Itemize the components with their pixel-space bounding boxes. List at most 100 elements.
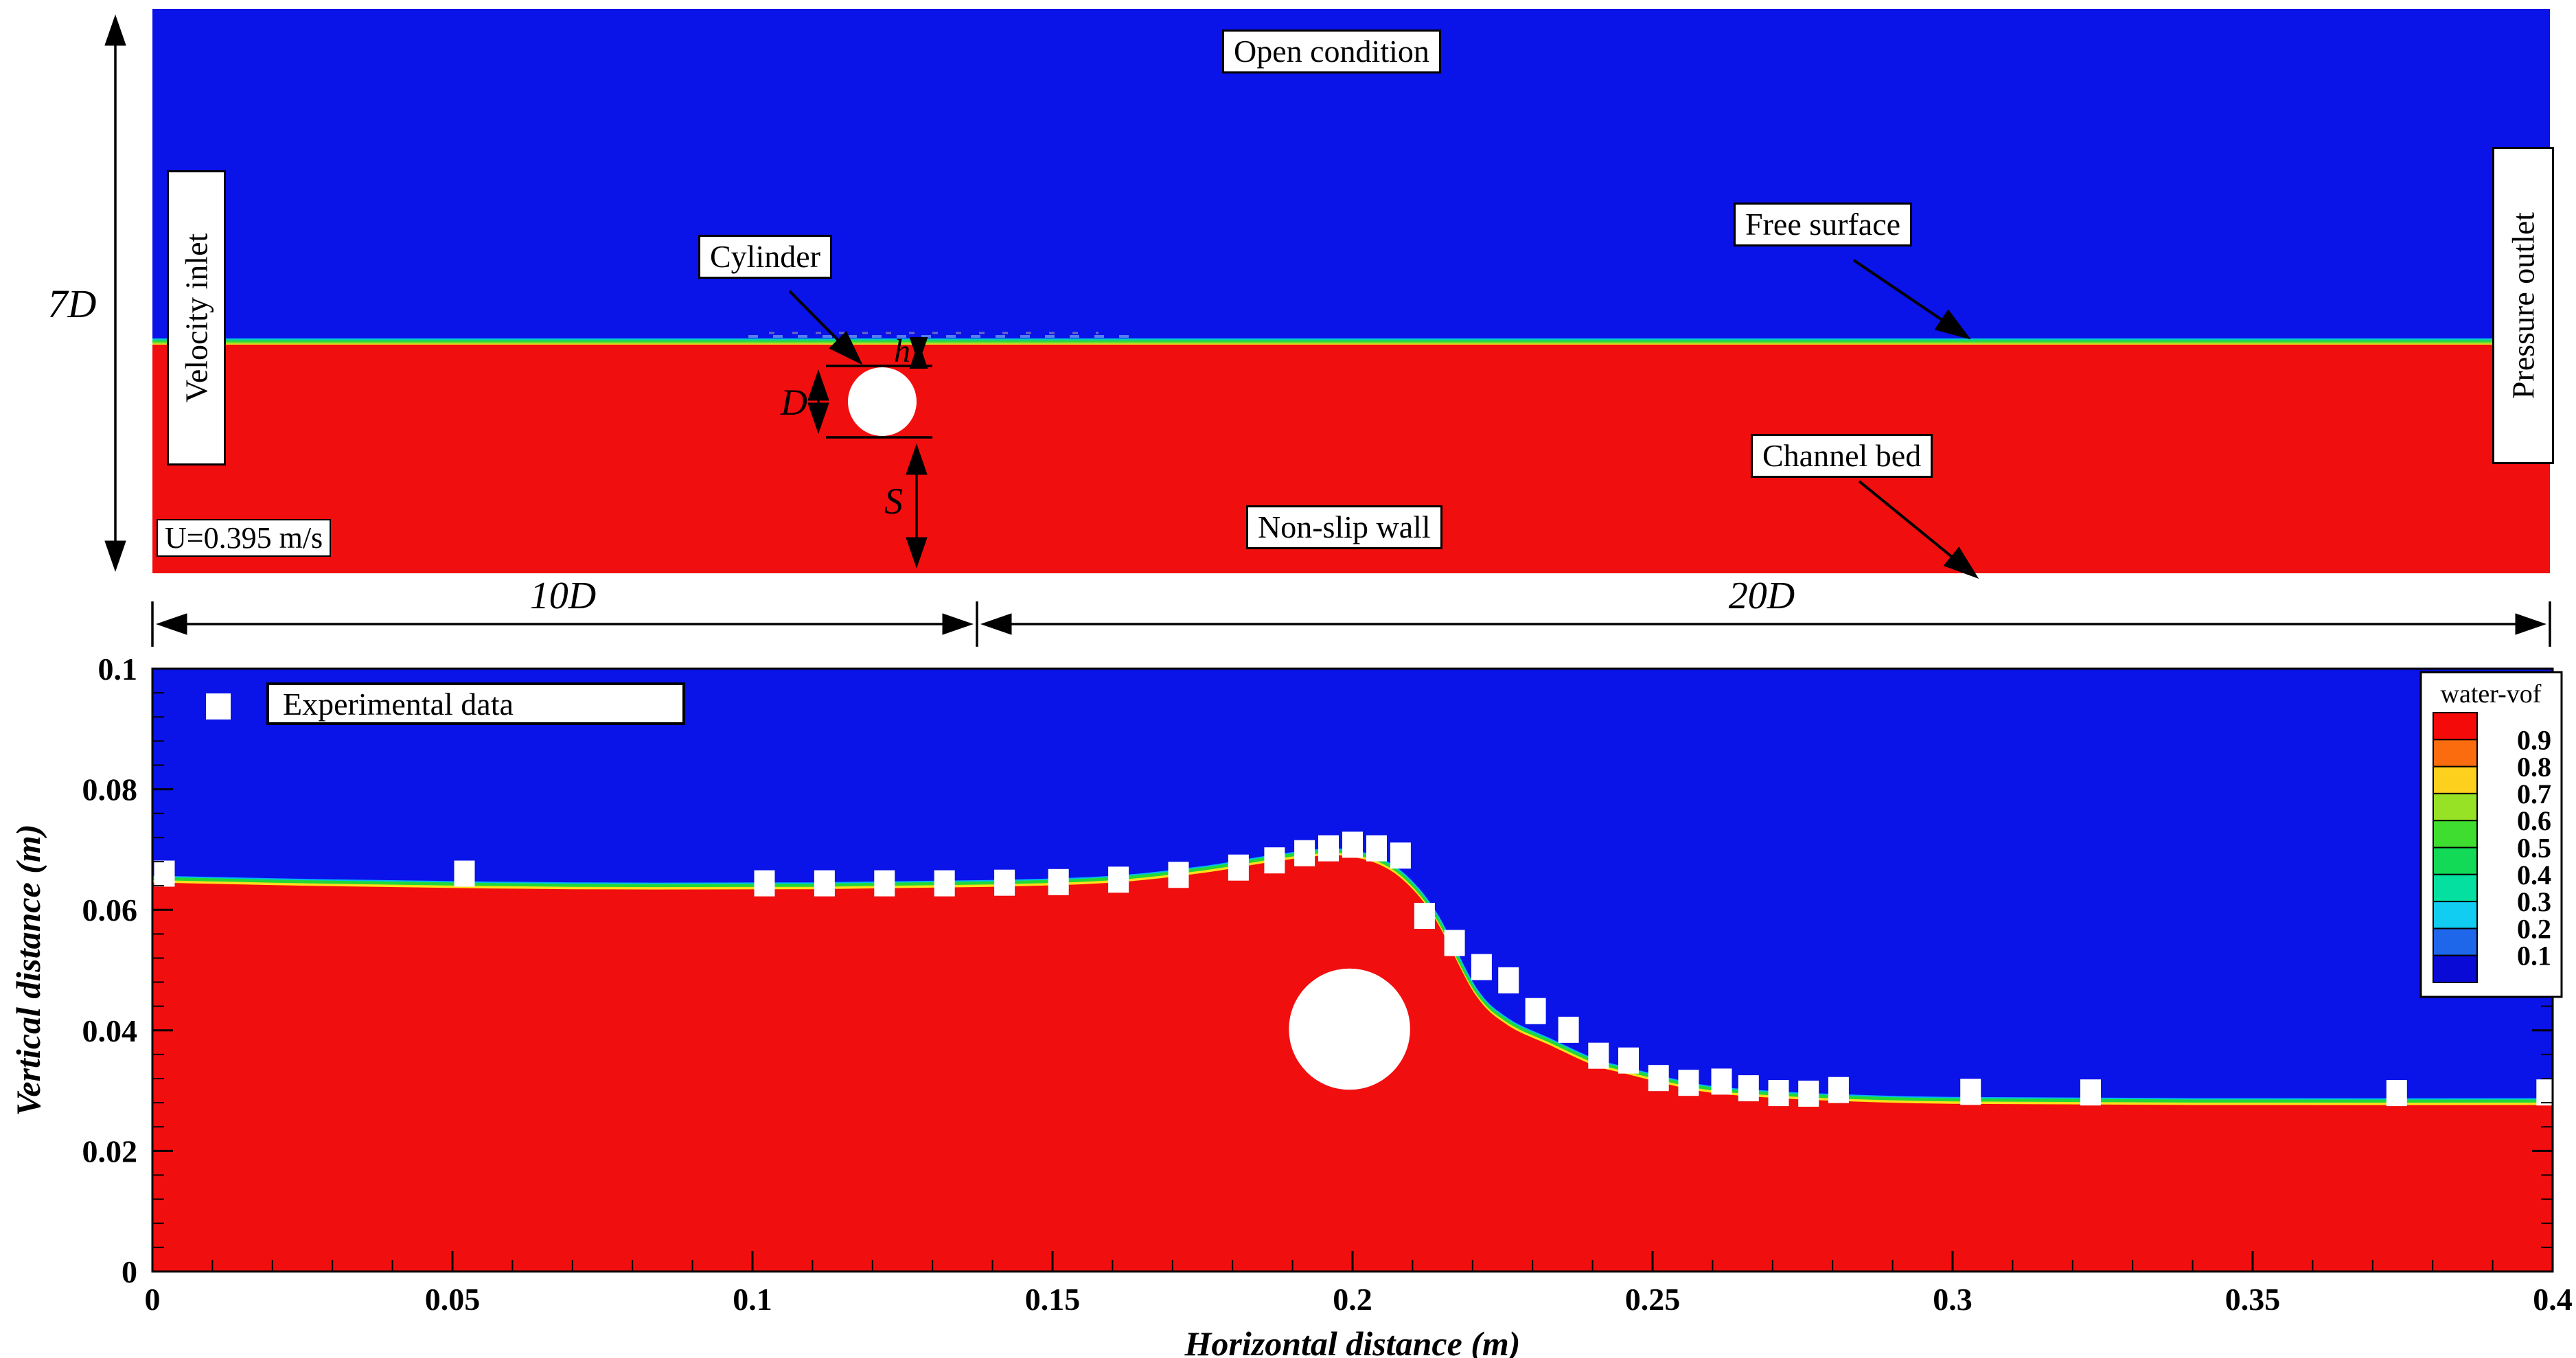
pressure-outlet-label: Pressure outlet [2492,147,2554,464]
legend-box [266,682,685,725]
colorbar-tick-label: 0.8 [2517,752,2551,783]
dim-7d-label: 7D [48,281,97,326]
colorbar-swatch [2433,712,2478,741]
dim-d-label: D [780,382,807,423]
experimental-point [994,869,1015,896]
x-tick-label: 0.4 [2533,1282,2573,1317]
experimental-point [1264,847,1285,874]
experimental-point [454,860,475,887]
x-tick-label: 0.2 [1333,1282,1372,1317]
x-axis-title: Horizontal distance (m) [1184,1324,1521,1358]
experimental-point [1168,862,1189,888]
y-tick-label: 0.04 [82,1013,138,1048]
experimental-point [1294,840,1315,866]
experimental-point [1390,842,1411,869]
channel-bed-pointer-arrow [1858,480,1979,579]
experimental-point [1558,1016,1579,1043]
experimental-point [154,860,175,887]
colorbar-swatch [2433,766,2478,794]
cylinder-label: Cylinder [698,235,832,279]
colorbar-title: water-vof [2441,680,2542,709]
experimental-point [1318,835,1339,862]
colorbar-tick-label: 0.2 [2517,913,2551,944]
pointer-arrows [788,259,1979,579]
free-surface-label: Free surface [1734,203,1913,246]
plot-cylinder [1289,968,1410,1090]
x-tick-label: 0.25 [1625,1282,1681,1317]
non-slip-wall-label: Non-slip wall [1246,505,1442,549]
colorbar-tick-label: 0.4 [2517,860,2551,890]
colorbar-swatch [2433,820,2478,849]
x-tick-label: 0.15 [1025,1282,1081,1317]
experimental-point [2386,1080,2407,1107]
colorbar-swatch [2433,954,2478,983]
experimental-point [1648,1065,1669,1092]
experimental-point [1444,930,1465,956]
colorbar-tick-label: 0.5 [2517,833,2551,864]
y-tick-label: 0.02 [82,1133,138,1169]
experimental-point [1711,1068,1732,1095]
open-condition-label: Open condition [1222,30,1441,73]
experimental-point [1108,866,1129,893]
colorbar-tick-label: 0.3 [2517,886,2551,917]
experimental-point [1798,1081,1819,1107]
experimental-point [2536,1079,2557,1106]
experimental-point [874,870,895,897]
experimental-point [1588,1042,1609,1069]
x-tick-label: 0.05 [425,1282,481,1317]
validation-plot: 0 0.02 0.04 0.06 0.08 0.1 0 0.05 0.1 0.15 0.2 0.25 0… [9,652,2573,1358]
colorbar-tick-label: 0.6 [2517,805,2551,836]
experimental-point [934,870,955,897]
surface-ripples [748,332,1140,338]
colorbar-swatch [2433,792,2478,822]
experimental-point [1738,1075,1759,1102]
y-axis-title: Vertical distance (m) [9,825,47,1116]
free-surface-pointer-arrow [1852,259,1971,340]
colorbar-swatch [2433,928,2478,956]
y-tick-label: 0 [122,1254,137,1289]
legend-label: Experimental data [283,687,514,722]
experimental-point [1048,868,1069,895]
colorbar-tick-label: 0.1 [2517,941,2551,971]
experimental-point [1366,835,1387,862]
experimental-point [1471,954,1492,980]
inlet-velocity-label: U=0.395 m/s [157,519,332,557]
colorbar-swatch [2433,739,2478,768]
colorbar-swatch [2433,901,2478,930]
experimental-point [1228,854,1249,881]
experimental-point [1768,1080,1789,1107]
experimental-point [754,870,775,897]
experimental-point [814,870,835,897]
cylinder-pointer-arrow [788,290,863,365]
x-tick-label: 0.1 [733,1282,772,1317]
experimental-point [2080,1079,2101,1106]
x-tick-label: 0 [145,1282,161,1317]
y-tick-label: 0.08 [82,772,138,807]
channel-bed-label: Channel bed [1751,434,1933,478]
y-tick-label: 0.1 [98,652,138,687]
x-tick-label: 0.3 [1933,1282,1973,1317]
experimental-point [1678,1070,1699,1096]
dim-s-label: S [884,481,903,522]
dim-20d-label: 20D [1729,575,1795,617]
experimental-point [1618,1047,1639,1074]
colorbar-tick-label: 0.9 [2517,724,2551,755]
cylinder-shape [848,367,917,436]
y-tick-label: 0.06 [82,893,138,928]
experimental-point [1414,903,1435,929]
colorbar-swatch [2433,847,2478,875]
dim-h-label: h [894,333,910,369]
velocity-inlet-label: Velocity inlet [167,170,226,465]
dim-10d-label: 10D [530,575,596,617]
dim-10d-20d [151,601,2551,647]
experimental-point [1960,1079,1981,1105]
experimental-point [1342,831,1363,858]
legend-marker [206,693,231,720]
free-surface-band [152,338,2550,345]
colorbar-tick-label: 0.7 [2517,779,2551,809]
colorbar-swatch [2433,873,2478,903]
x-tick-label: 0.35 [2225,1282,2281,1317]
experimental-point [1828,1077,1849,1103]
